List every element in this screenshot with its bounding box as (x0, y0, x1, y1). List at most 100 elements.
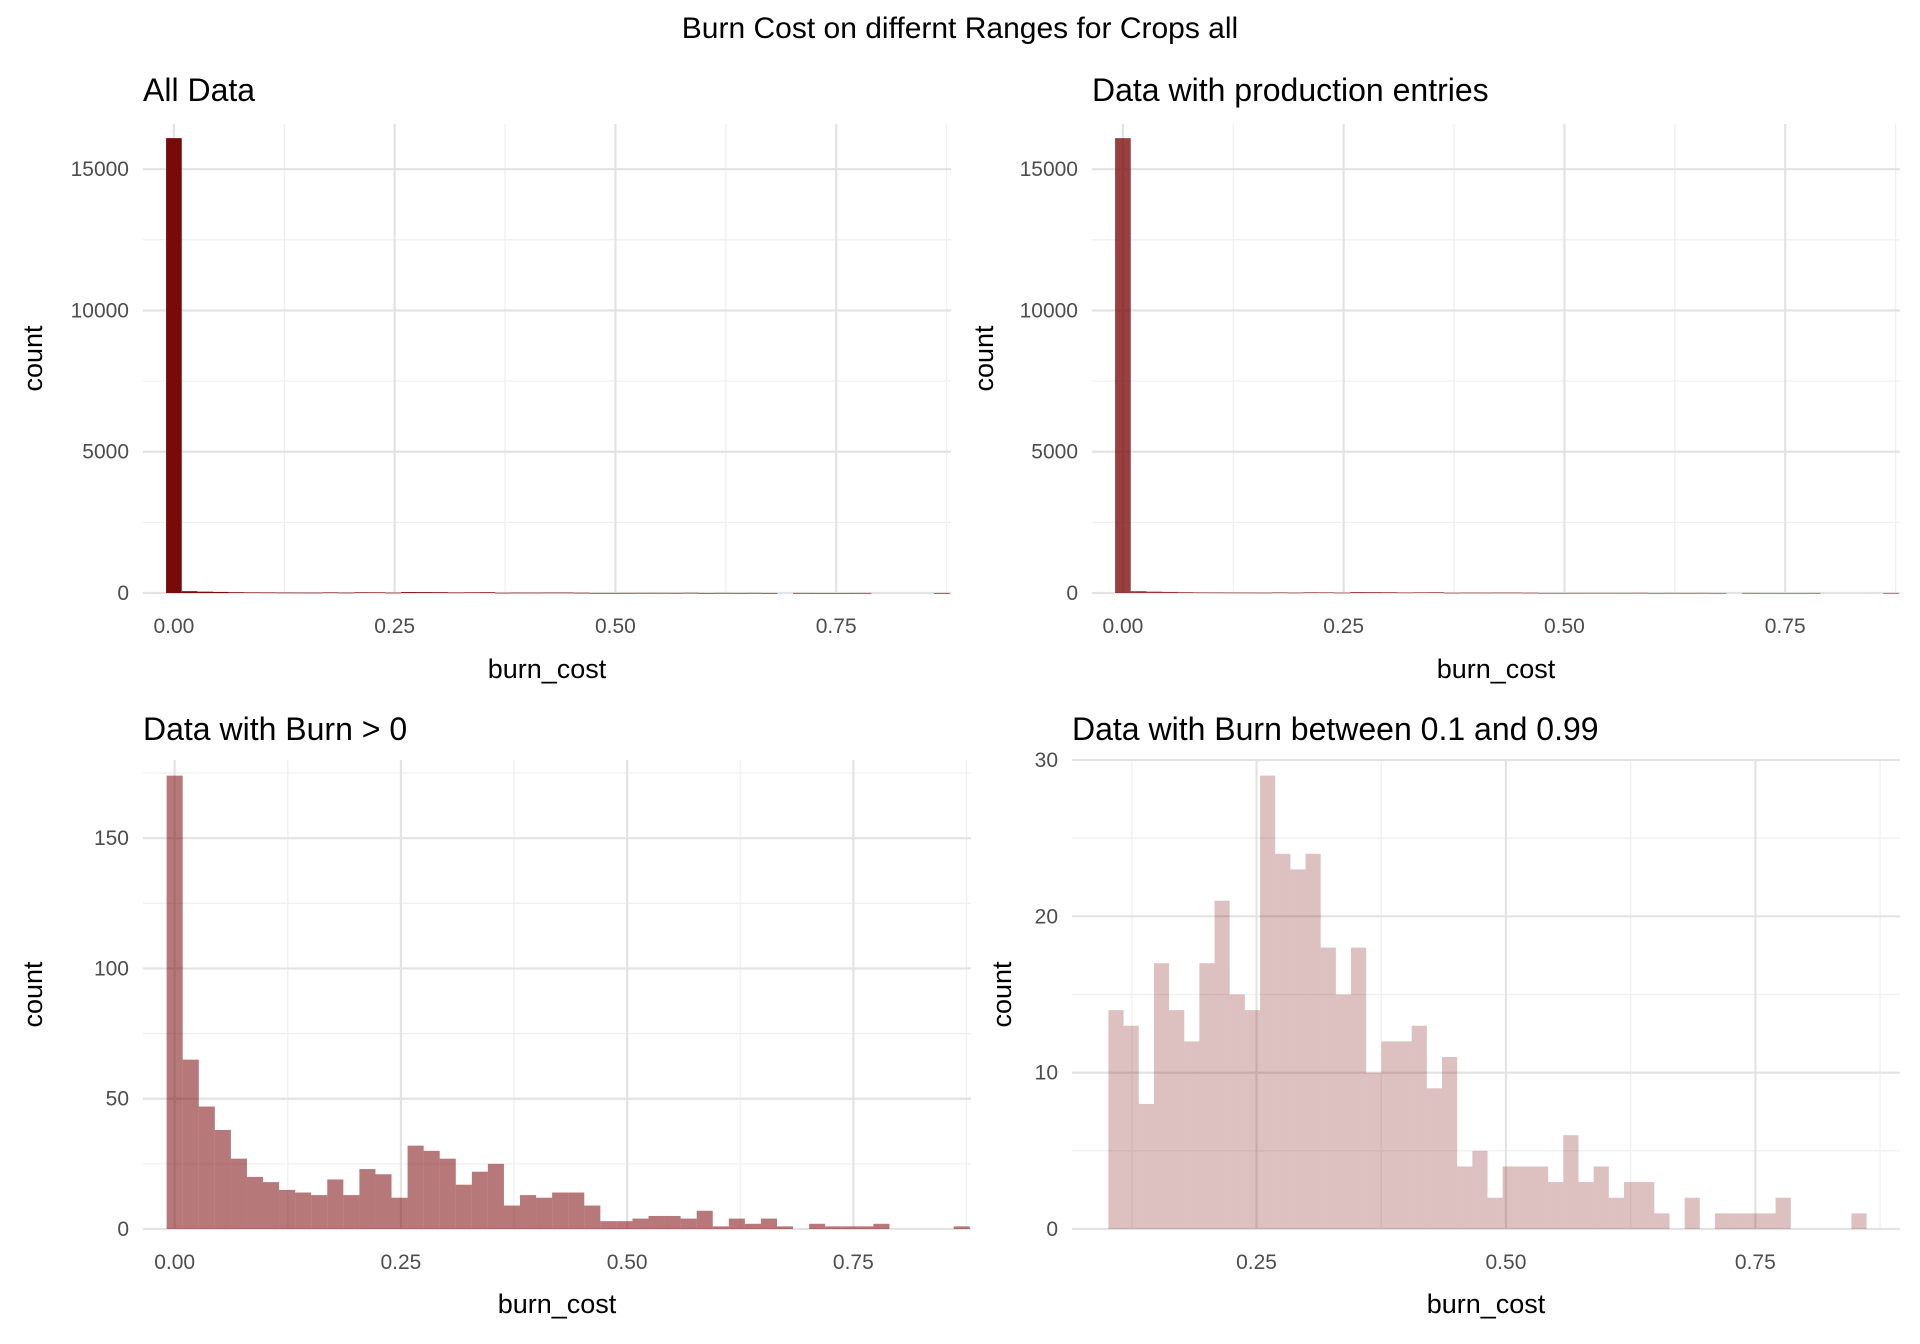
panel-title: Data with Burn between 0.1 and 0.99 (1072, 711, 1599, 747)
histogram-bar (487, 1163, 504, 1229)
histogram-bar (714, 592, 731, 594)
histogram-bar (322, 592, 339, 594)
x-tick-label: 0.75 (1735, 1251, 1776, 1274)
x-tick-label: 0.00 (153, 615, 194, 638)
histogram-bar (1663, 592, 1680, 594)
histogram-bar (728, 1218, 745, 1229)
histogram-bar (857, 1226, 874, 1229)
panel-title: All Data (143, 72, 255, 108)
histogram-bar (1608, 1197, 1624, 1229)
histogram-bar (510, 592, 527, 594)
histogram-bar (1153, 963, 1170, 1229)
histogram-bar (648, 1215, 665, 1229)
histogram-bar (760, 1218, 778, 1229)
histogram-bar (1287, 592, 1304, 594)
histogram-bar (246, 1176, 264, 1229)
y-tick-label: 10 (1035, 1062, 1058, 1085)
histogram-bar (616, 1221, 633, 1229)
histogram-bar (455, 1184, 472, 1229)
histogram-bar (1240, 592, 1257, 594)
figure-suptitle: Burn Cost on differnt Ranges for Crops a… (682, 12, 1238, 45)
histogram-bar (307, 592, 323, 594)
y-tick-label: 15000 (1020, 158, 1078, 181)
histogram-bar (589, 592, 605, 594)
histogram-bar (855, 592, 872, 594)
histogram-bar (228, 592, 245, 593)
histogram-bar (552, 1192, 569, 1229)
histogram-bar (683, 592, 700, 594)
histogram-bar (1714, 1213, 1731, 1229)
histogram-bar (1318, 592, 1335, 594)
x-axis-label: burn_cost (498, 1289, 617, 1319)
y-tick-label: 10000 (1020, 299, 1078, 322)
histogram-bar (1563, 1135, 1579, 1229)
histogram-bar (1365, 592, 1382, 593)
histogram-bar (230, 1158, 247, 1229)
y-axis-label: count (969, 325, 999, 392)
histogram-bar (825, 1226, 842, 1229)
histogram-bar (463, 592, 480, 593)
histogram-bar (1350, 592, 1366, 593)
y-tick-label: 5000 (1031, 441, 1078, 464)
y-tick-label: 50 (106, 1088, 129, 1111)
y-tick-label: 5000 (82, 441, 129, 464)
histogram-bar (1757, 592, 1774, 594)
histogram-bar (343, 1195, 360, 1229)
panel-title: Data with production entries (1092, 72, 1489, 108)
histogram-bar (1684, 1197, 1700, 1229)
histogram-bars (166, 775, 970, 1229)
y-tick-label: 150 (94, 827, 129, 850)
histogram-bar (1472, 1150, 1488, 1229)
histogram-bar (1411, 1025, 1427, 1229)
histogram-bar (198, 1106, 215, 1229)
histogram-bar (1502, 1166, 1518, 1229)
histogram-bar (536, 1197, 553, 1229)
histogram-bar (604, 592, 621, 594)
y-tick-label: 100 (94, 957, 129, 980)
histogram-bar (1229, 994, 1245, 1229)
histogram-bars (1108, 775, 1867, 1229)
histogram-bar (1710, 592, 1727, 594)
y-axis-label: count (18, 961, 48, 1028)
histogram-bar (1256, 592, 1272, 594)
histogram-bar (448, 592, 464, 594)
histogram-bar (1320, 947, 1336, 1229)
histogram-bar (439, 1158, 456, 1229)
histogram-bar (573, 592, 590, 594)
histogram-bar (263, 1182, 280, 1229)
x-tick-label: 0.00 (1102, 615, 1143, 638)
histogram-bar (471, 1171, 488, 1229)
x-tick-label: 0.25 (1236, 1251, 1277, 1274)
x-axis-label: burn_cost (1427, 1289, 1546, 1319)
histogram-bar (182, 1059, 199, 1229)
histogram-bar (1585, 592, 1601, 594)
histogram-bar (744, 1223, 761, 1229)
histogram-bar (730, 592, 747, 594)
y-axis-label: count (18, 325, 48, 392)
histogram-bar (1260, 775, 1276, 1229)
histogram-bar (1214, 900, 1230, 1229)
x-tick-label: 0.00 (154, 1251, 195, 1274)
histogram-bar (385, 592, 402, 594)
histogram-bar (1487, 1197, 1503, 1229)
histogram-bar (495, 592, 511, 594)
histogram-bar (279, 1189, 296, 1229)
histogram-bar (432, 592, 449, 593)
histogram-bar (824, 592, 841, 594)
y-axis-label: count (987, 961, 1017, 1028)
histogram-bar (401, 592, 417, 593)
y-tick-label: 0 (117, 582, 129, 605)
histogram-bar (1381, 592, 1398, 593)
histogram-bar (327, 1179, 344, 1229)
histogram-bar (746, 592, 762, 594)
histogram-bar (1639, 1182, 1655, 1229)
y-tick-label: 15000 (71, 158, 129, 181)
histogram-bar (1366, 1072, 1382, 1229)
histogram-bar (1775, 1197, 1791, 1229)
histogram-bar (369, 592, 386, 594)
histogram-bar (197, 591, 214, 593)
histogram-bar (375, 1174, 392, 1229)
histogram-bar (291, 592, 308, 594)
histogram-bar (1351, 947, 1367, 1229)
histogram-bar (1654, 1213, 1670, 1229)
